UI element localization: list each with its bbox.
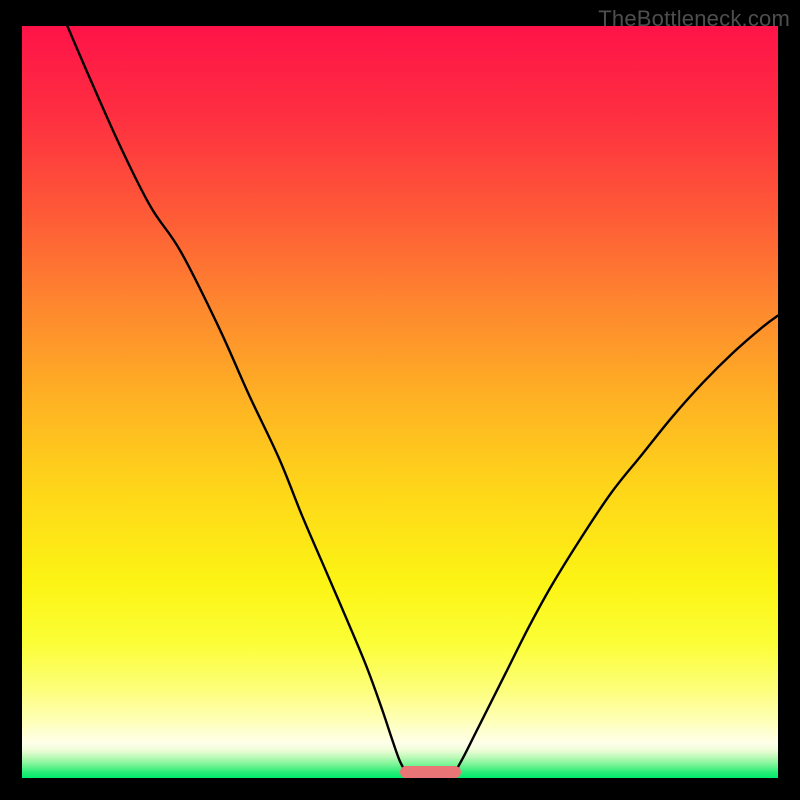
chart-container: TheBottleneck.com: [0, 0, 800, 800]
watermark-text: TheBottleneck.com: [598, 6, 790, 32]
curve-right: [455, 316, 778, 772]
plot-area: [22, 26, 778, 778]
bottleneck-marker: [400, 766, 461, 778]
curve-left: [67, 26, 406, 772]
curve-layer: [22, 26, 778, 778]
